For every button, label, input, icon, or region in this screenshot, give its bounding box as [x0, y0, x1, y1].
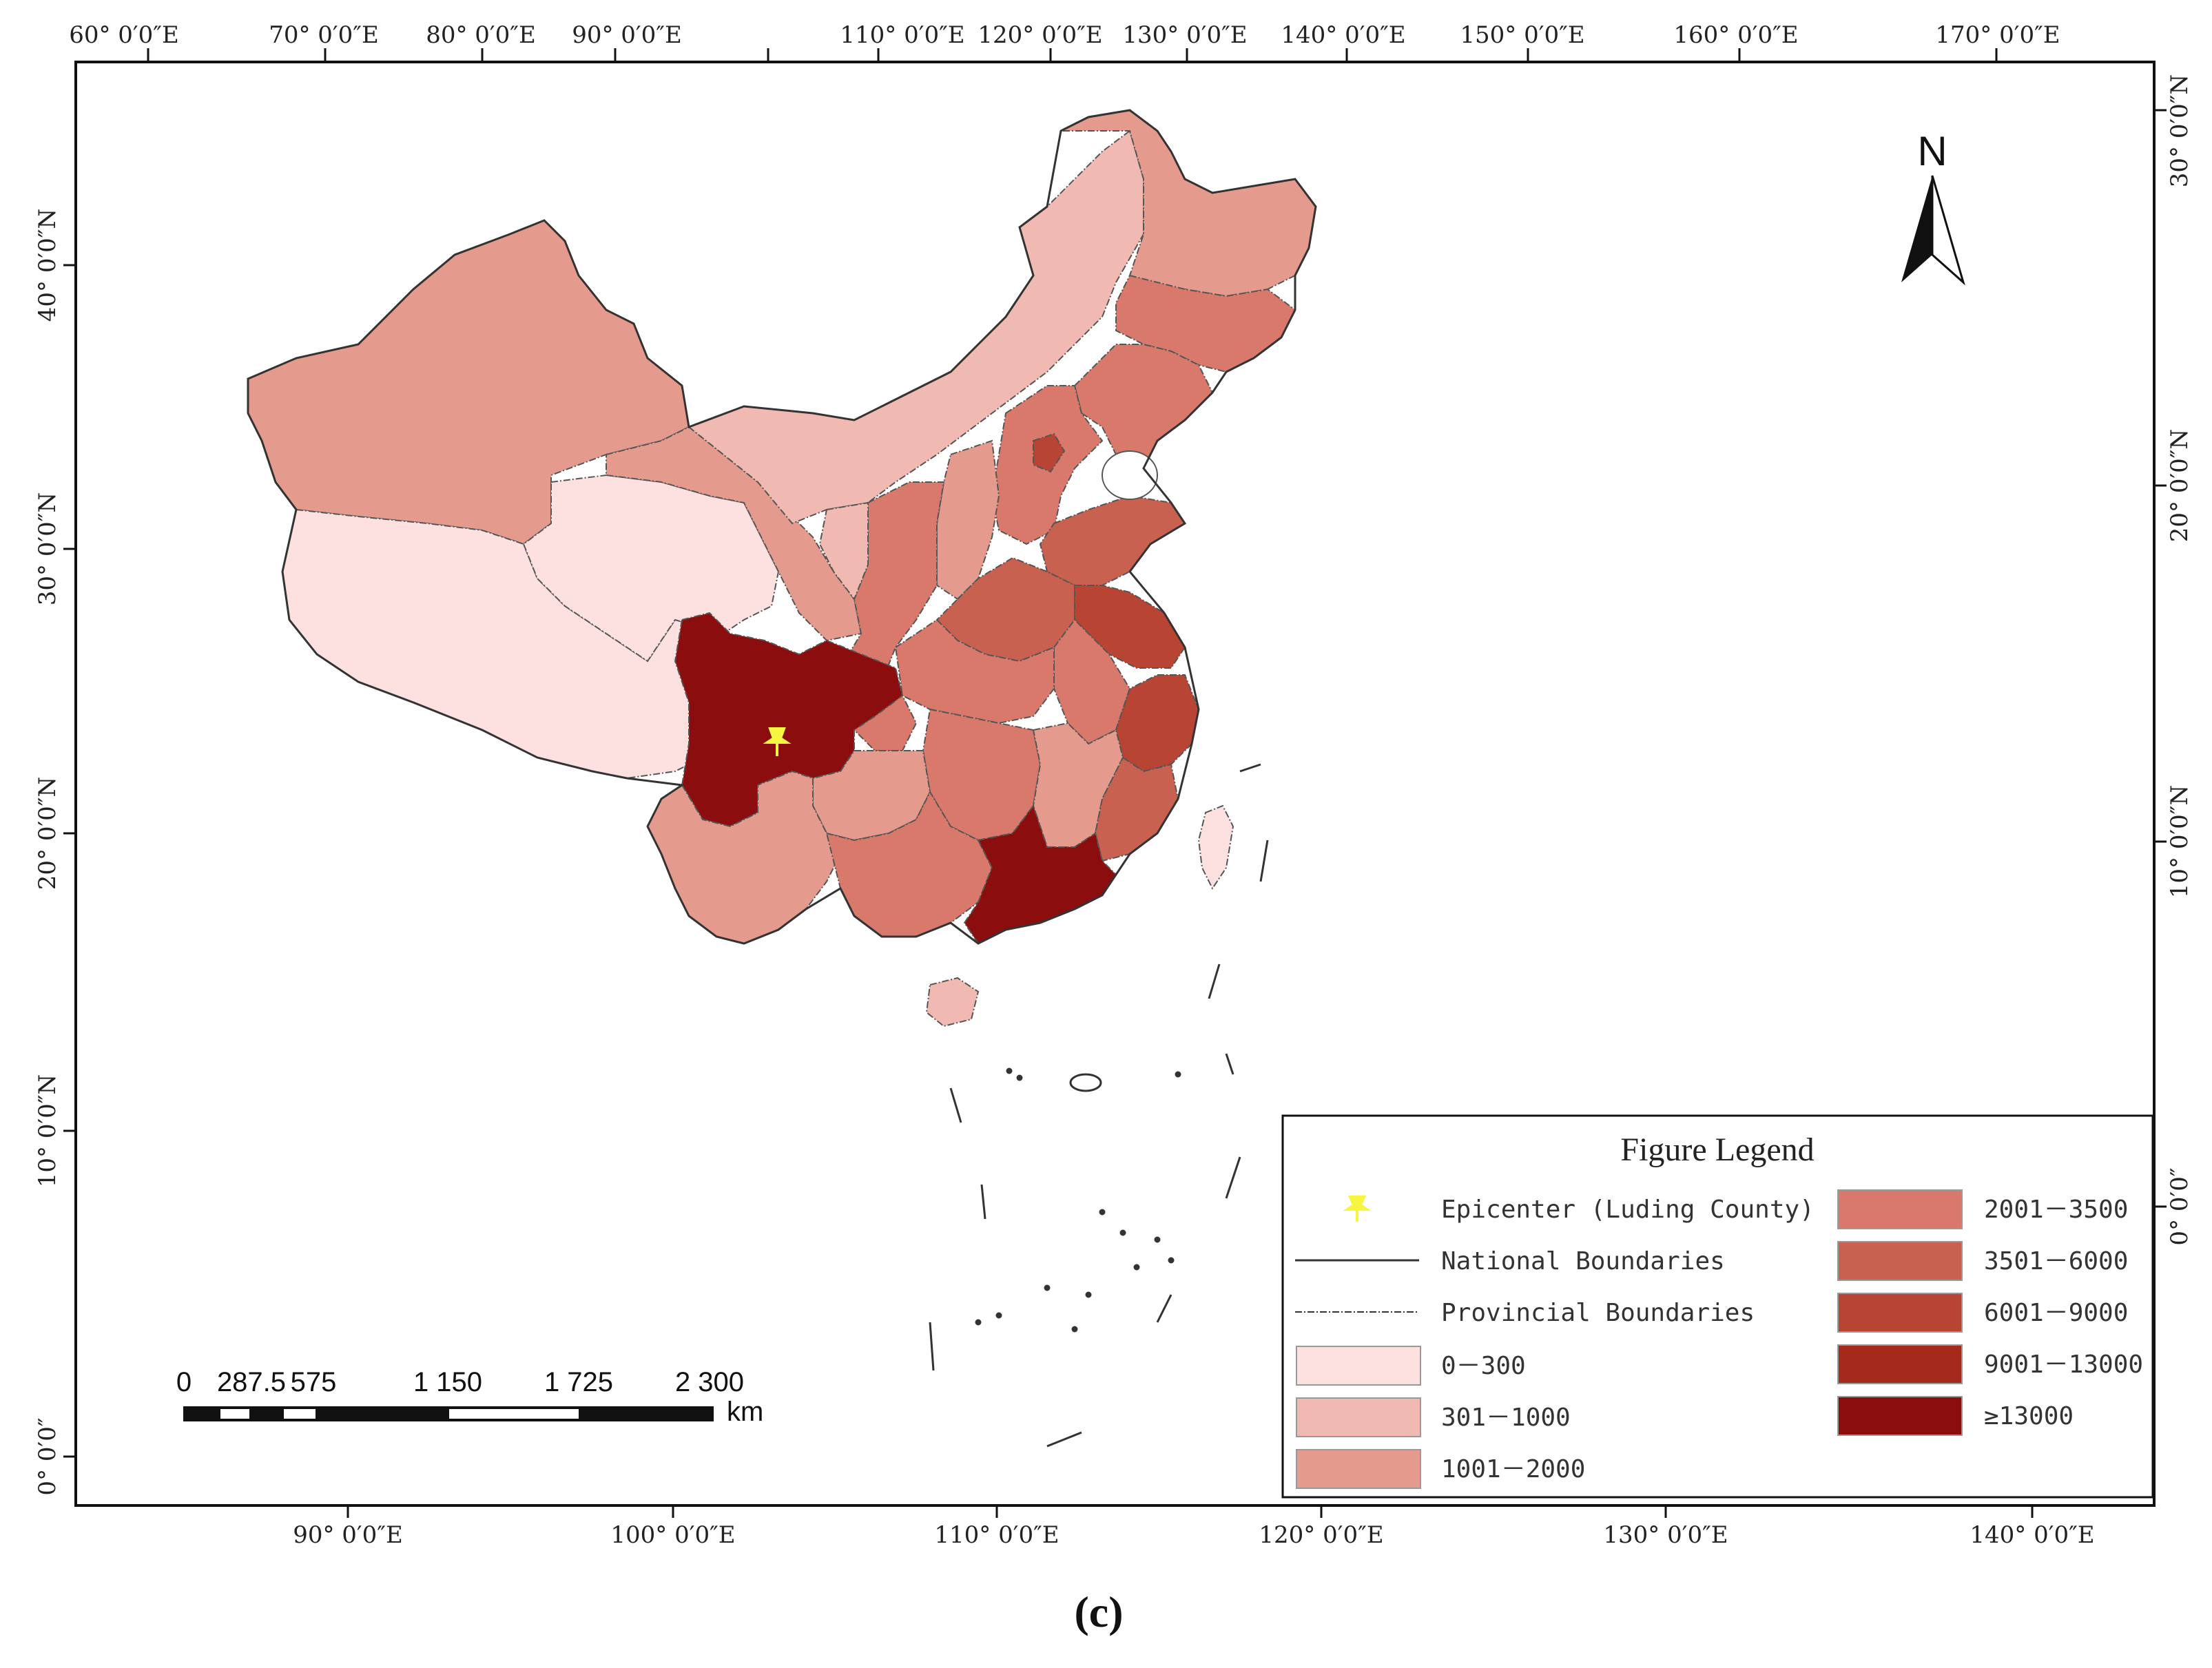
bottom-axis-label: 100° 0′0″E — [610, 1521, 735, 1549]
scale-bar: 0 287.5 575 1 150 1 725 2 300 km — [176, 1367, 763, 1427]
province-taiwan — [1197, 804, 1234, 890]
bottom-axis-label: 130° 0′0″E — [1603, 1521, 1728, 1549]
legend-label: National Boundaries — [1441, 1247, 1725, 1275]
scale-tick-label: 287.5 — [217, 1367, 286, 1397]
province-zhejiang — [1115, 674, 1200, 773]
legend-label: 2001－3500 — [1984, 1196, 2128, 1224]
legend-label: 9001－13000 — [1984, 1351, 2143, 1379]
province-beijing — [1033, 432, 1066, 473]
left-axis-label: 10° 0′0″N — [34, 1074, 61, 1188]
top-axis-label: 120° 0′0″E — [978, 21, 1102, 49]
legend-label: Epicenter (Luding County) — [1441, 1196, 1815, 1224]
top-axis-label: 160° 0′0″E — [1673, 21, 1798, 49]
top-axis-label: 70° 0′0″E — [269, 21, 379, 49]
legend-swatch — [1837, 1241, 1963, 1281]
north-arrow-label: N — [1917, 128, 1947, 174]
scale-tick-label: 1 725 — [544, 1367, 613, 1397]
epicenter-marker — [763, 727, 792, 756]
legend-swatch — [1837, 1189, 1963, 1229]
bottom-axis-label: 120° 0′0″E — [1259, 1521, 1383, 1549]
legend-swatch — [1296, 1346, 1421, 1386]
right-axis-label: 10° 0′0″N — [2166, 785, 2193, 899]
scale-unit: km — [727, 1397, 763, 1427]
north-arrow: N — [1901, 128, 1965, 286]
legend-label: 301－1000 — [1441, 1404, 1571, 1432]
top-axis-label: 150° 0′0″E — [1460, 21, 1584, 49]
scale-tick-label: 2 300 — [675, 1367, 744, 1397]
legend-swatch — [1296, 1397, 1421, 1437]
province-sichuan — [674, 612, 904, 828]
top-axis-label: 110° 0′0″E — [840, 21, 964, 49]
province-hainan — [925, 977, 980, 1028]
top-axis-label: 90° 0′0″E — [572, 21, 682, 49]
bohai-sea — [1102, 450, 1158, 500]
legend-label: Provincial Boundaries — [1441, 1299, 1755, 1327]
province-anhui — [1053, 618, 1131, 745]
bottom-axis-label: 140° 0′0″E — [1970, 1521, 2094, 1549]
right-axis-label: 20° 0′0″N — [2166, 429, 2193, 543]
left-axis-label: 0° 0′0″ — [34, 1417, 61, 1495]
bottom-axis-label: 110° 0′0″E — [934, 1521, 1059, 1549]
legend-label: 6001－9000 — [1984, 1299, 2128, 1327]
right-axis: 30° 0′0″N 20° 0′0″N 10° 0′0″N 0° 0′0″ — [2154, 74, 2193, 1246]
legend-pushpin-icon — [1343, 1196, 1372, 1222]
national-boundary — [247, 109, 1317, 945]
top-axis-label: 130° 0′0″E — [1122, 21, 1247, 49]
scale-tick-label: 0 — [176, 1367, 192, 1397]
left-axis-label: 20° 0′0″N — [34, 777, 61, 890]
top-axis-label: 80° 0′0″E — [426, 21, 536, 49]
top-axis-label: 170° 0′0″E — [1935, 21, 2060, 49]
left-axis: 40° 0′0″N 30° 0′0″N 20° 0′0″N 10° 0′0″N … — [34, 209, 76, 1496]
scale-tick-label: 1 150 — [413, 1367, 482, 1397]
legend: Figure Legend Epicenter (Luding County) … — [1281, 1114, 2154, 1499]
legend-swatch — [1837, 1344, 1963, 1384]
scale-tick-label: 575 — [291, 1367, 337, 1397]
province-layer — [247, 109, 1317, 1028]
bottom-axis: 90° 0′0″E 100° 0′0″E 110° 0′0″E 120° 0′0… — [293, 1505, 2095, 1549]
north-arrow-icon — [1901, 176, 1932, 282]
legend-label: ≥13000 — [1984, 1402, 2074, 1430]
left-axis-label: 40° 0′0″N — [34, 209, 61, 322]
top-axis-label: 60° 0′0″E — [69, 21, 179, 49]
legend-swatch — [1837, 1293, 1963, 1333]
top-axis: 60° 0′0″E 70° 0′0″E 80° 0′0″E 90° 0′0″E … — [69, 21, 2060, 62]
figure-caption: (c) — [1074, 1587, 1123, 1636]
legend-label: 3501－6000 — [1984, 1247, 2128, 1275]
legend-swatch — [1296, 1449, 1421, 1489]
province-ningxia — [818, 501, 869, 601]
legend-swatch — [1837, 1396, 1963, 1436]
legend-title: Figure Legend — [1620, 1132, 1814, 1168]
right-axis-label: 0° 0′0″ — [2166, 1167, 2193, 1245]
bottom-axis-label: 90° 0′0″E — [293, 1521, 403, 1549]
pushpin-icon — [763, 727, 792, 756]
legend-label: 0－300 — [1441, 1352, 1526, 1380]
south-china-sea-islands — [929, 763, 1269, 1448]
legend-box — [1281, 1114, 2154, 1499]
top-axis-label: 140° 0′0″E — [1281, 21, 1405, 49]
legend-label: 1001－2000 — [1441, 1455, 1585, 1483]
right-axis-label: 30° 0′0″N — [2166, 74, 2193, 188]
left-axis-label: 30° 0′0″N — [34, 492, 61, 606]
province-jilin — [1115, 274, 1296, 373]
